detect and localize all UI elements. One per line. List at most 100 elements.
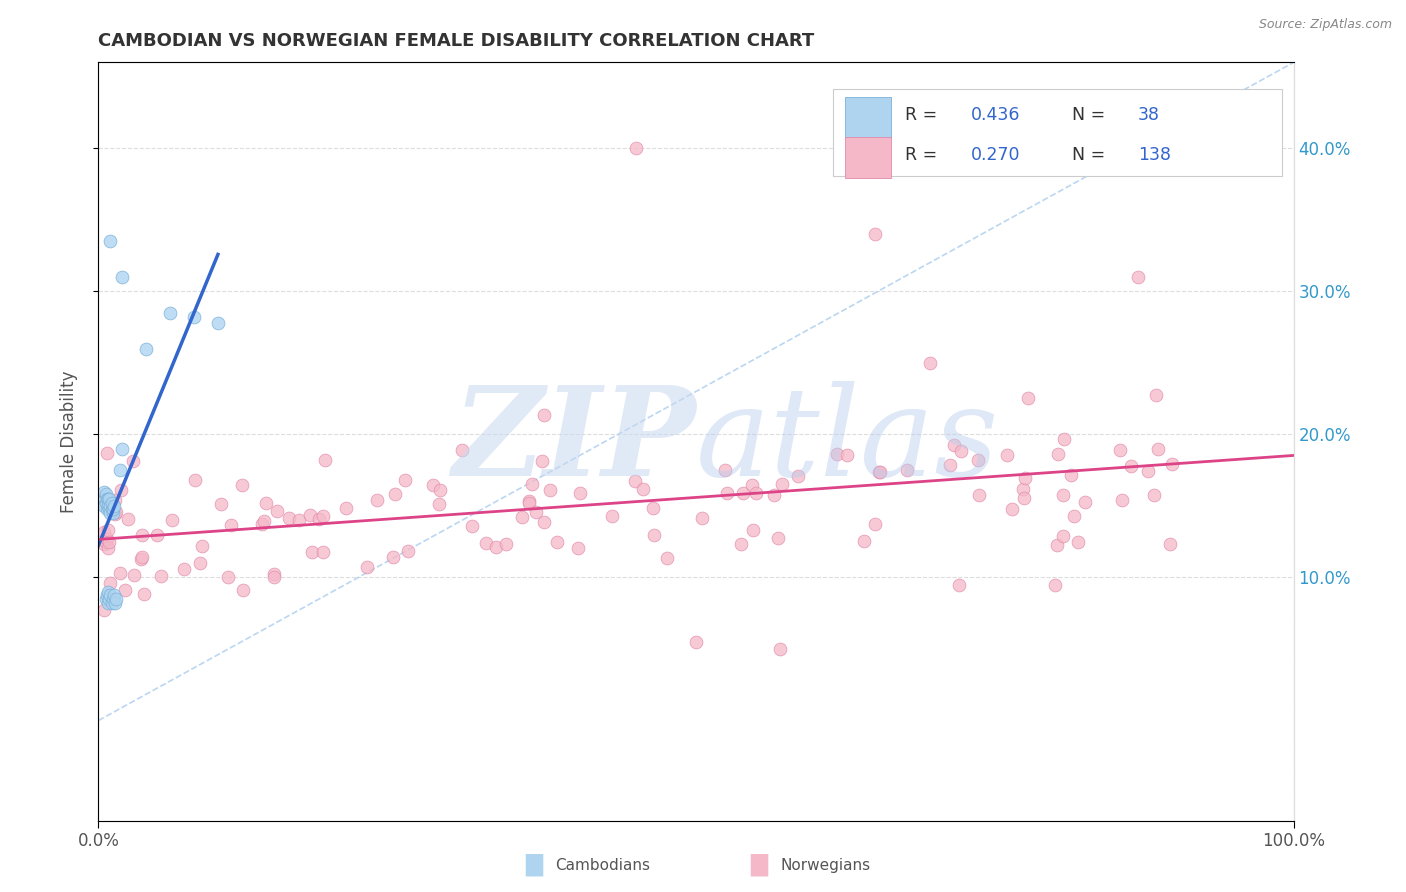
Point (135, 342, 157, 356)
Point (97, 584, 120, 599)
Point (117, 512, 139, 526)
Point (1012, 482, 1035, 496)
Point (384, 487, 406, 501)
Point (475, 536, 498, 550)
Point (94, 535, 117, 549)
Point (114, 582, 136, 597)
Point (568, 485, 591, 500)
Point (94, 496, 117, 510)
Text: CAMBODIAN VS NORWEGIAN FEMALE DISABILITY CORRELATION CHART: CAMBODIAN VS NORWEGIAN FEMALE DISABILITY… (98, 32, 814, 50)
Point (263, 567, 285, 582)
Point (253, 515, 276, 529)
Point (768, 642, 790, 657)
Point (209, 498, 232, 512)
Point (356, 559, 378, 574)
Point (159, 306, 181, 320)
Point (301, 545, 323, 559)
Point (93, 537, 115, 551)
Point (730, 537, 752, 551)
Point (93, 484, 115, 499)
Point (865, 517, 887, 532)
Point (657, 551, 679, 566)
Point (770, 476, 793, 491)
Point (98, 234, 122, 248)
Point (146, 528, 169, 542)
Point (160, 513, 183, 527)
Point (533, 408, 555, 422)
Point (219, 517, 242, 532)
Point (93, 603, 115, 617)
FancyBboxPatch shape (845, 96, 891, 138)
Text: 138: 138 (1139, 145, 1171, 164)
Point (98, 506, 122, 520)
Point (510, 509, 533, 524)
Point (97, 491, 120, 506)
Point (517, 494, 540, 508)
Point (530, 453, 553, 467)
Point (101, 506, 124, 520)
Point (98, 588, 122, 602)
Point (837, 448, 859, 462)
Point (1108, 443, 1130, 458)
Point (98, 501, 121, 516)
Point (108, 463, 131, 477)
Text: R =: R = (905, 105, 943, 124)
Point (1146, 388, 1168, 402)
Point (918, 356, 941, 370)
Point (716, 485, 738, 500)
Point (101, 591, 124, 606)
Point (461, 519, 484, 533)
Point (1121, 458, 1143, 473)
Point (97, 523, 120, 537)
Point (394, 473, 416, 487)
Text: Source: ZipAtlas.com: Source: ZipAtlas.com (1258, 18, 1392, 31)
Point (288, 512, 311, 526)
Point (520, 476, 543, 491)
Point (366, 492, 388, 507)
Point (896, 463, 918, 477)
Point (396, 543, 419, 558)
Point (853, 533, 876, 548)
Text: 38: 38 (1139, 105, 1160, 124)
Point (105, 591, 128, 606)
Point (1143, 488, 1166, 502)
Point (93, 499, 115, 513)
Point (100, 596, 122, 610)
Point (868, 465, 890, 479)
Point (122, 567, 145, 582)
Point (538, 483, 561, 497)
Point (104, 492, 127, 507)
Point (91, 491, 114, 506)
Point (312, 545, 335, 559)
Point (100, 501, 122, 516)
Point (122, 454, 145, 468)
Point (533, 515, 555, 529)
Point (94, 487, 117, 501)
Point (98, 575, 121, 590)
Point (869, 465, 891, 479)
Point (217, 570, 239, 584)
Point (94, 591, 117, 606)
Point (422, 478, 444, 492)
FancyBboxPatch shape (845, 136, 891, 178)
Point (311, 509, 333, 524)
Y-axis label: Female Disability: Female Disability (59, 370, 77, 513)
Point (690, 511, 713, 525)
Point (110, 566, 132, 580)
Point (1128, 270, 1150, 285)
Point (104, 505, 127, 519)
Point (967, 488, 990, 502)
Point (131, 552, 153, 566)
Point (150, 568, 173, 582)
Point (825, 447, 848, 461)
Point (183, 310, 205, 324)
Point (714, 463, 737, 477)
Point (252, 517, 274, 532)
Text: Cambodians: Cambodians (555, 858, 651, 872)
Point (429, 483, 451, 497)
Text: █: █ (751, 854, 768, 877)
Point (131, 528, 153, 542)
Point (132, 587, 155, 601)
Point (1052, 488, 1074, 502)
Point (1060, 468, 1083, 483)
